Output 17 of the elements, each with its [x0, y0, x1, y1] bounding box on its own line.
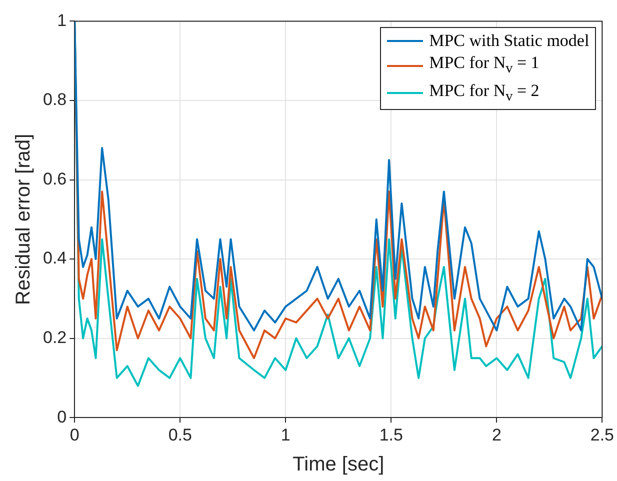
- x-tick-label: 1: [280, 425, 290, 444]
- y-tick-label: 0.8: [42, 90, 67, 110]
- legend-label: MPC for N$_{v}$ = 1: [429, 52, 540, 79]
- x-tick-label: 0: [70, 425, 80, 444]
- y-tick-label: 0.2: [42, 328, 67, 348]
- y-axis-title: Residual error [rad]: [12, 134, 35, 305]
- x-tick-label: 0.5: [168, 425, 192, 444]
- x-tick-label: 2: [492, 425, 502, 444]
- x-tick-label: 1.5: [379, 425, 403, 444]
- y-tick-label: 1: [57, 10, 67, 30]
- y-tick-label: 0: [57, 407, 67, 426]
- legend-label: MPC with Static model: [429, 30, 590, 52]
- x-tick-label: 2.5: [590, 425, 614, 444]
- y-tick-label: 0.6: [42, 169, 67, 188]
- x-axis-title: Time [sec]: [292, 454, 384, 476]
- legend-label: MPC for N$_{v}$ = 2: [429, 80, 540, 106]
- y-tick-label: 0.4: [42, 248, 67, 268]
